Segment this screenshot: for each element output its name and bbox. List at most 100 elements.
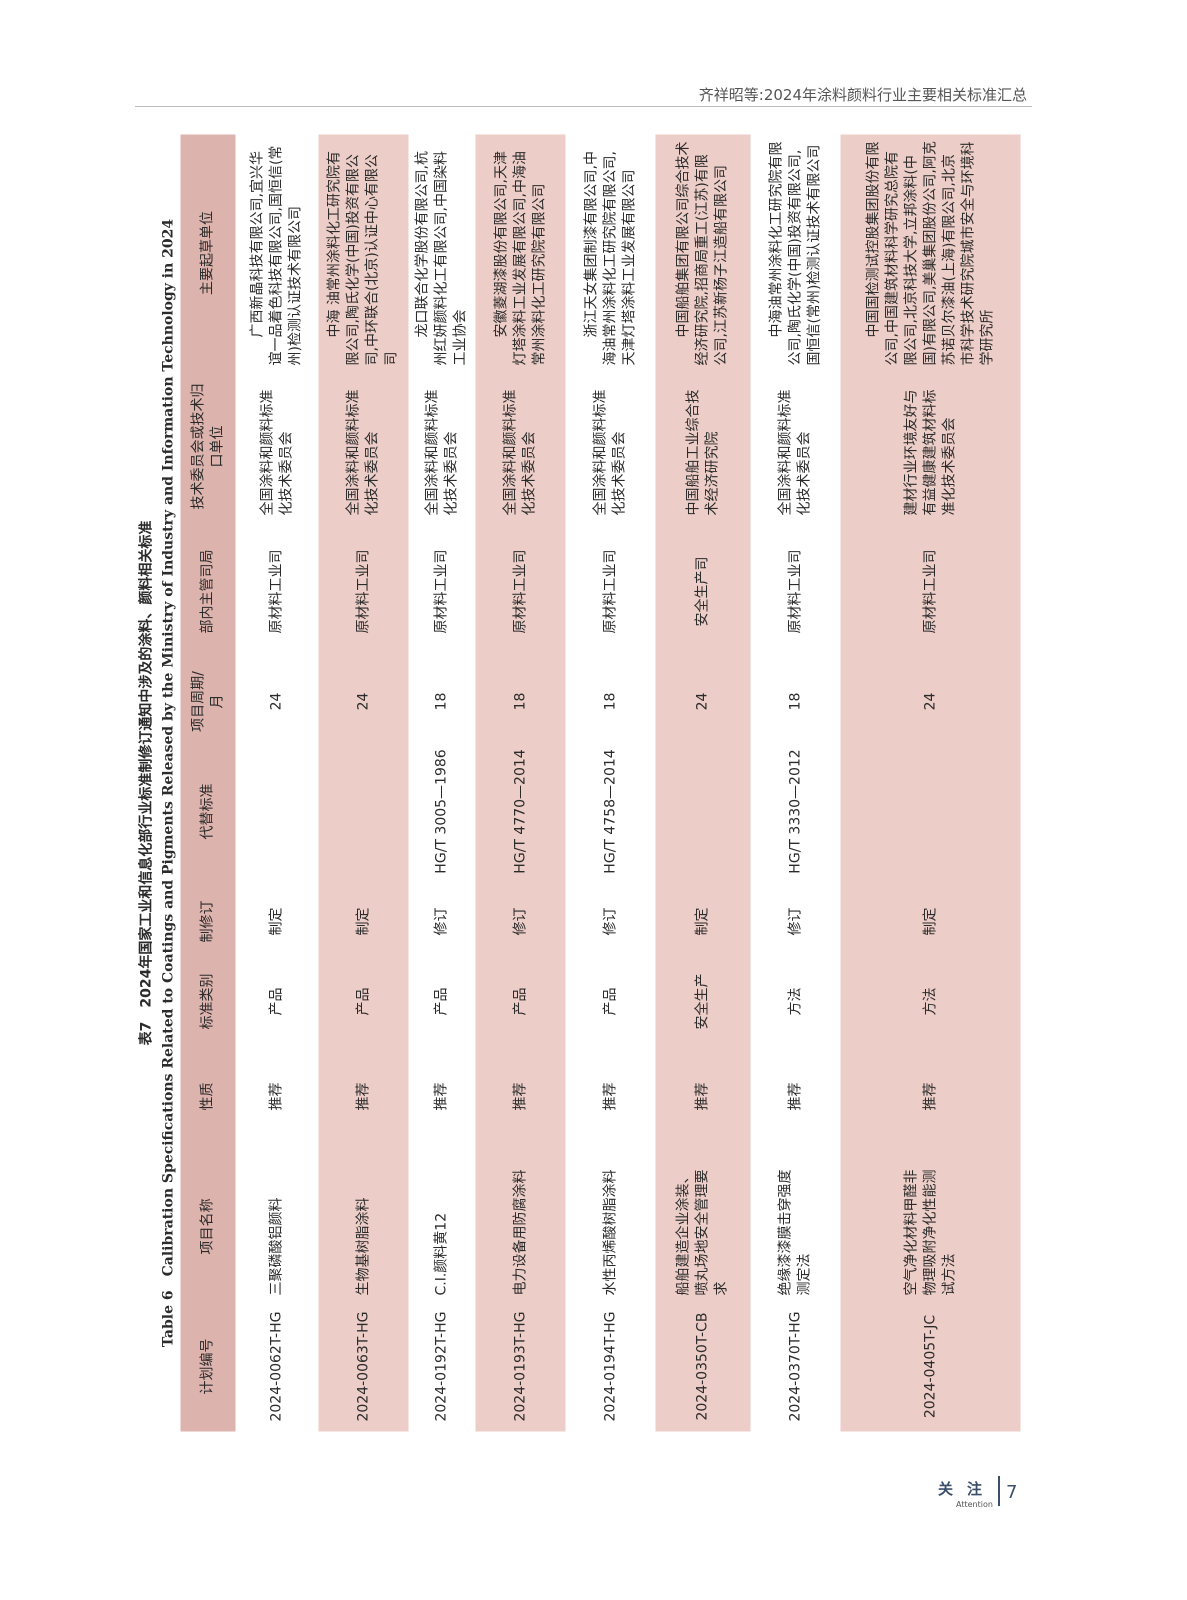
running-head: 齐祥昭等:2024年涂料颜料行业主要相关标准汇总 [698,86,1027,104]
table-cell [318,741,409,882]
column-header: 标准类别 [180,961,236,1042]
table-caption: 表7 2024年国家工业和信息化部行业标准制修订通知中涉及的涂料、颜料相关标准 … [136,135,182,1432]
table-cell: 方法 [840,961,1021,1042]
table-cell: 生物基树脂涂料 [318,1151,409,1302]
table-row: 2024-0062T-HG 三聚磷酸铝颜料 推荐 产品 制定 24 原材料工业司 全国涂料和颜… [236,135,319,1432]
table-header-row: 计划编号 项目名称 性质 标准类别 制修订 代替标准 项目周期/月 部内主管司局 技术委员会或技… [180,134,236,1432]
column-header: 代替标准 [180,741,236,882]
table-cell: 原材料工业司 [268,549,285,634]
table-row: 2024-0192T-HG C.I.颜料黄12 推荐 产品 修订 HG/T 3005—19… [409,135,476,1432]
table-cell: 推荐 [602,1082,618,1111]
table-row: 2024-0193T-HG 电力设备用防腐涂料 推荐 产品 修订 HG/T 4770—20… [475,134,566,1432]
table-cell: 原材料工业司 [787,549,803,634]
table-cell: 2024-0350T-CB [655,1301,751,1432]
table-cell: HG/T 3005—1986 [433,749,450,874]
table-cell: 18 [602,692,618,711]
table-cell: 18 [475,661,566,742]
table-row: 2024-0350T-CB 船舶建造企业涂装、喷丸场地安全管理要求 推荐 安全生产 制定… [655,134,751,1432]
footer-divider [998,1476,1000,1506]
table-cell: 2024-0192T-HG [433,1311,450,1422]
table-cell: 推荐 [840,1041,1021,1152]
section-label-en: Attention [956,1500,993,1509]
table-cell: 安徽菱湖漆股份有限公司,天津灯塔涂料工业发展有限公司,中海油常州涂料化工研究院有… [475,134,566,372]
table-cell: 浙江天女集团制漆有限公司,中海油常州涂料化工研究院有限公司,天津灯塔涂料工业发展… [583,151,637,366]
table-cell: 安全生产司 [655,521,751,662]
column-header: 主要起草单位 [180,134,236,372]
table-cell: 24 [655,661,751,742]
column-header: 计划编号 [180,1301,236,1432]
table-cell: 产品 [602,987,618,1016]
page-footer: 关注 Attention 7 [938,1476,1017,1509]
table-cell: 修订 [602,907,618,936]
table-cell: 18 [787,692,803,711]
table-cell: 产品 [475,961,566,1042]
table-cell: 原材料工业司 [318,521,409,662]
column-header: 性质 [180,1041,236,1152]
table-cell: HG/T 4758—2014 [602,749,618,874]
caption-en: Table 6 Calibration Specifications Relat… [160,218,177,1348]
table-cell: 原材料工业司 [475,521,566,662]
table-cell: 24 [840,661,1021,742]
table-cell: 2024-0405T-JC [840,1301,1021,1432]
column-header: 制修订 [180,881,236,962]
table-cell: 推荐 [787,1082,803,1111]
table-cell: 空气净化材料甲醛非物理吸附净化性能测试方法 [840,1151,1021,1302]
column-header: 项目名称 [180,1151,236,1302]
table-cell: 全国涂料和颜料标准化技术委员会 [777,389,813,516]
table-cell: 推荐 [318,1041,409,1152]
table-cell: 2024-0194T-HG [602,1311,618,1422]
table-cell: 建材行业环境友好与有益健康建筑材料标准化技术委员会 [840,371,1021,522]
table-cell: 推荐 [655,1041,751,1152]
table-cell [840,741,1021,882]
table-cell: 推荐 [475,1041,566,1152]
table-cell: 2024-0193T-HG [475,1301,566,1432]
table-cell: 24 [268,692,285,711]
table-cell: 中国国检测试控股集团股份有限公司,中国建筑材料科学研究总院有限公司,北京科技大学… [840,134,1021,372]
standards-table: 计划编号 项目名称 性质 标准类别 制修订 代替标准 项目周期/月 部内主管司局 技术委员会或技… [180,134,1021,1432]
table-cell: 修订 [475,881,566,962]
table-cell: 制定 [318,881,409,962]
table-cell [236,742,319,882]
column-header: 部内主管司局 [180,521,236,662]
table-cell: 三聚磷酸铝颜料 [268,1197,285,1296]
table-cell: 产品 [268,987,285,1016]
table-cell: 全国涂料和颜料标准化技术委员会 [424,389,459,516]
table-cell: 全国涂料和颜料标准化技术委员会 [592,389,628,516]
table-cell: 制定 [268,907,285,936]
table-cell: 推荐 [268,1082,285,1111]
table-cell: 船舶建造企业涂装、喷丸场地安全管理要求 [655,1151,751,1302]
table-row: 2024-0370T-HG 绝缘漆漆膜击穿强度测定法 推荐 方法 修订 HG/T 3330… [751,135,841,1432]
table-cell: 24 [318,661,409,742]
table-cell: 2024-0063T-HG [318,1301,409,1432]
column-header: 技术委员会或技术归口单位 [180,371,236,522]
table-cell: 原材料工业司 [602,549,618,634]
table-cell: 绝缘漆漆膜击穿强度测定法 [777,1169,813,1296]
caption-cn: 表7 2024年国家工业和信息化部行业标准制修订通知中涉及的涂料、颜料相关标准 [138,520,155,1046]
table-row: 2024-0063T-HG 生物基树脂涂料 推荐 产品 制定 24 原材料工业司 全国涂料和颜… [318,134,409,1432]
table-cell: 广西新晶科技有限公司,宜兴华谊一品着色科技有限公司,国恒信(常州)检测认证技术有… [249,145,304,366]
table-cell: 18 [433,692,450,711]
table-cell: 安全生产 [655,961,751,1042]
table-row: 2024-0194T-HG 水性丙烯酸树脂涂料 推荐 产品 修订 HG/T 4758—20… [566,135,656,1432]
table-cell: C.I.颜料黄12 [433,1212,450,1296]
table-cell: 水性丙烯酸树脂涂料 [602,1169,618,1296]
table-cell: 中国船舶集团有限公司综合技术经济研究院,招商局重工(江苏)有限公司,江苏新杨子江… [655,134,751,372]
header-rule [135,106,1032,107]
table-cell: HG/T 4770—2014 [475,741,566,882]
table-cell: 制定 [655,881,751,962]
table-cell: 全国涂料和颜料标准化技术委员会 [475,371,566,522]
table-cell: 中海 油常州涂料化工研究院有限公司,陶氏化学(中国)投资有限公司,中环联合(北京… [318,134,409,372]
table-cell: 2024-0062T-HG [268,1311,285,1422]
table-cell: 推荐 [433,1082,450,1111]
table-cell: 电力设备用防腐涂料 [475,1151,566,1302]
table-cell: 中海油常州涂料化工研究院有限公司,陶氏化学(中国)投资有限公司,国恒信(常州)检… [768,141,822,366]
table-cell [655,741,751,882]
table-cell: 产品 [433,987,450,1016]
table-cell: 中国船舶工业综合技术经济研究院 [655,371,751,522]
section-label: 关注 [938,1480,997,1498]
table-cell: 原材料工业司 [840,521,1021,662]
table-cell: 产品 [318,961,409,1042]
table-cell: 全国涂料和颜料标准化技术委员会 [318,371,409,522]
table-cell: 龙口联合化学股份有限公司,杭州红妍颜料化工有限公司,中国染料工业协会 [414,151,469,366]
